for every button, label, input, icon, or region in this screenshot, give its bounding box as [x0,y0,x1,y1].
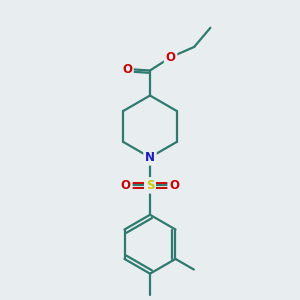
Text: O: O [121,179,131,192]
Text: O: O [122,62,132,76]
Text: O: O [166,51,176,64]
Text: S: S [146,179,154,192]
Text: N: N [145,151,155,164]
Text: O: O [169,179,179,192]
